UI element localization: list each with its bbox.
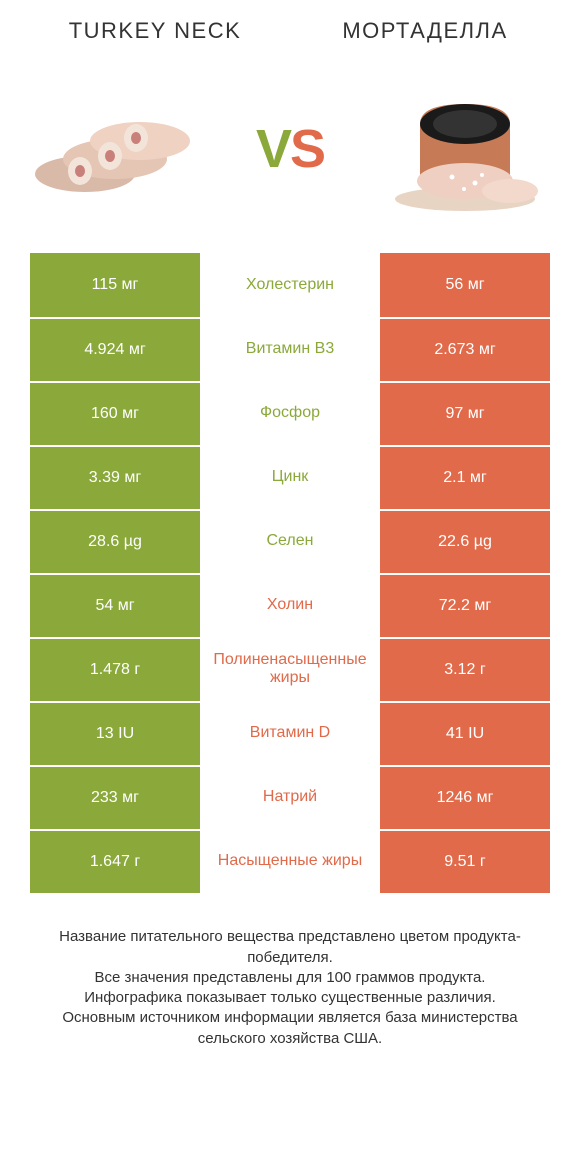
left-value-cell: 1.647 г — [30, 829, 200, 893]
images-row: VS — [0, 53, 580, 253]
right-value-cell: 22.6 µg — [380, 509, 550, 573]
left-value-cell: 160 мг — [30, 381, 200, 445]
nutrient-name-cell: Фосфор — [200, 381, 380, 445]
left-product-title: TURKEY NECK — [40, 18, 290, 43]
right-value-cell: 41 IU — [380, 701, 550, 765]
left-value-cell: 1.478 г — [30, 637, 200, 701]
table-row: 3.39 мгЦинк2.1 мг — [30, 445, 550, 509]
right-value-cell: 97 мг — [380, 381, 550, 445]
right-product-image — [380, 79, 550, 219]
left-value-cell: 13 IU — [30, 701, 200, 765]
right-value-cell: 3.12 г — [380, 637, 550, 701]
right-value-cell: 2.673 мг — [380, 317, 550, 381]
nutrient-name-cell: Насыщенные жиры — [200, 829, 380, 893]
vs-s-letter: S — [290, 119, 324, 179]
left-value-cell: 115 мг — [30, 253, 200, 317]
table-row: 28.6 µgСелен22.6 µg — [30, 509, 550, 573]
table-row: 233 мгНатрий1246 мг — [30, 765, 550, 829]
nutrient-name-cell: Холин — [200, 573, 380, 637]
left-value-cell: 54 мг — [30, 573, 200, 637]
right-value-cell: 9.51 г — [380, 829, 550, 893]
vs-v-letter: V — [256, 119, 290, 179]
nutrient-name-cell: Селен — [200, 509, 380, 573]
table-row: 13 IUВитамин D41 IU — [30, 701, 550, 765]
nutrient-name-cell: Холестерин — [200, 253, 380, 317]
right-value-cell: 1246 мг — [380, 765, 550, 829]
footnote-text: Название питательного вещества представл… — [0, 893, 580, 1049]
header: TURKEY NECK МОРТАДЕЛЛА — [0, 0, 580, 53]
table-row: 4.924 мгВитамин B32.673 мг — [30, 317, 550, 381]
nutrient-name-cell: Витамин B3 — [200, 317, 380, 381]
table-row: 1.647 гНасыщенные жиры9.51 г — [30, 829, 550, 893]
nutrient-name-cell: Цинк — [200, 445, 380, 509]
right-value-cell: 72.2 мг — [380, 573, 550, 637]
table-row: 115 мгХолестерин56 мг — [30, 253, 550, 317]
left-value-cell: 233 мг — [30, 765, 200, 829]
table-row: 1.478 гПолиненасыщенные жиры3.12 г — [30, 637, 550, 701]
right-value-cell: 2.1 мг — [380, 445, 550, 509]
right-value-cell: 56 мг — [380, 253, 550, 317]
vs-badge: VS — [256, 118, 324, 180]
left-value-cell: 4.924 мг — [30, 317, 200, 381]
table-row: 160 мгФосфор97 мг — [30, 381, 550, 445]
nutrient-name-cell: Полиненасыщенные жиры — [200, 637, 380, 701]
left-value-cell: 3.39 мг — [30, 445, 200, 509]
left-value-cell: 28.6 µg — [30, 509, 200, 573]
comparison-table: 115 мгХолестерин56 мг4.924 мгВитамин B32… — [0, 253, 580, 893]
table-row: 54 мгХолин72.2 мг — [30, 573, 550, 637]
nutrient-name-cell: Витамин D — [200, 701, 380, 765]
right-product-title: МОРТАДЕЛЛА — [290, 18, 540, 43]
nutrient-name-cell: Натрий — [200, 765, 380, 829]
left-product-image — [30, 79, 200, 219]
